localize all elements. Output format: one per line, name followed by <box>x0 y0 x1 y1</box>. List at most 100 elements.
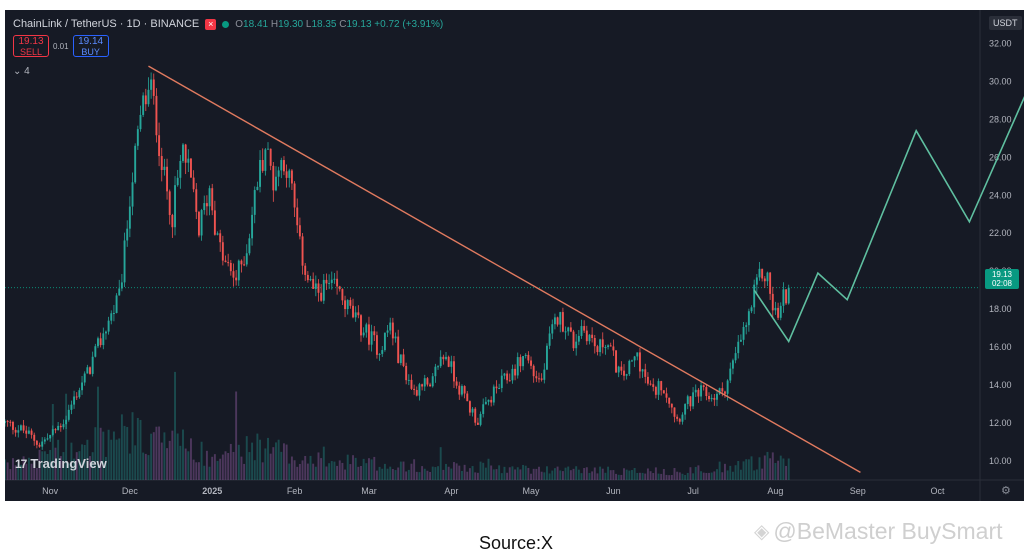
candle-body <box>686 396 689 405</box>
volume-bar <box>697 465 700 480</box>
sell-button[interactable]: 19.13 SELL <box>13 35 49 57</box>
candle-body <box>155 95 158 136</box>
candle-body <box>115 295 118 313</box>
candle-body <box>304 265 307 275</box>
volume-bar <box>458 465 461 480</box>
candle-body <box>328 282 331 284</box>
candle-body <box>750 307 753 312</box>
candle-body <box>567 327 570 332</box>
candle-body <box>269 148 272 166</box>
volume-bar <box>692 473 695 480</box>
volume-bar <box>399 461 402 480</box>
projection-path <box>753 96 1024 344</box>
candle-body <box>522 356 525 367</box>
volume-bar <box>83 444 86 480</box>
buy-button[interactable]: 19.14 BUY <box>72 35 109 57</box>
candle-body <box>248 238 251 254</box>
y-tick-label: 22.00 <box>989 228 1012 238</box>
candle-body <box>716 393 718 400</box>
symbol-title[interactable]: ChainLink / TetherUS · 1D · BINANCE <box>13 18 200 30</box>
candle-body <box>500 375 503 389</box>
indicators-toggle[interactable]: ⌄ 4 <box>13 66 30 77</box>
volume-bar <box>604 472 607 480</box>
volume-bar <box>112 431 115 480</box>
volume-bar <box>6 462 9 480</box>
volume-bar <box>535 468 538 480</box>
volume-bar <box>665 474 668 480</box>
volume-bar <box>479 461 482 480</box>
volume-bar <box>275 442 277 480</box>
candle-body <box>22 425 25 431</box>
volume-bar <box>569 470 572 480</box>
y-tick-label: 14.00 <box>989 380 1012 390</box>
candle-body <box>755 277 758 285</box>
volume-bar <box>224 451 227 480</box>
candle-body <box>787 287 790 304</box>
currency-badge[interactable]: USDT <box>989 16 1022 30</box>
candle-body <box>285 171 288 178</box>
candle-body <box>463 386 466 394</box>
candle-body <box>583 326 586 331</box>
candle-body <box>758 268 761 278</box>
chart-header: ChainLink / TetherUS · 1D · BINANCE × O1… <box>13 16 443 32</box>
settings-icon[interactable]: ⚙ <box>1001 485 1011 497</box>
volume-bar <box>463 464 466 480</box>
volume-bar <box>349 464 352 480</box>
volume-bar <box>617 474 620 480</box>
volume-bar <box>240 456 243 480</box>
volume-bar <box>442 469 445 480</box>
candle-body <box>546 345 548 370</box>
candle-body <box>700 385 703 397</box>
volume-bar <box>293 460 296 480</box>
x-tick-label: Aug <box>767 486 783 496</box>
volume-bar <box>54 447 57 480</box>
candle-body <box>131 182 134 207</box>
volume-bar <box>22 456 25 480</box>
volume-bar <box>623 468 625 480</box>
candle-body <box>511 368 514 381</box>
volume-bar <box>556 466 559 480</box>
candle-body <box>134 145 137 183</box>
close-icon[interactable]: × <box>205 18 217 30</box>
volume-bar <box>30 463 33 480</box>
candle-body <box>344 300 347 310</box>
candle-body <box>43 439 46 442</box>
volume-bar <box>14 465 17 480</box>
volume-bar <box>652 473 655 480</box>
candle-body <box>713 397 716 400</box>
candle-body <box>564 331 567 333</box>
volume-bar <box>591 471 594 480</box>
candle-body <box>689 396 692 407</box>
candle-body <box>357 312 360 316</box>
candle-body <box>259 160 261 187</box>
candle-body <box>516 357 519 376</box>
volume-bar <box>777 460 780 480</box>
volume-bar <box>99 427 102 480</box>
candle-body <box>128 206 131 229</box>
candle-body <box>708 395 710 400</box>
volume-bar <box>402 461 405 480</box>
candle-body <box>458 385 461 395</box>
volume-bar <box>200 441 203 480</box>
buy-label: BUY <box>81 47 100 57</box>
volume-bar <box>668 475 671 480</box>
volume-bar <box>375 470 378 480</box>
volume-bar <box>328 463 331 480</box>
volume-bar <box>107 429 110 480</box>
candle-body <box>368 324 370 345</box>
countdown: 02:08 <box>991 279 1013 288</box>
candle-body <box>402 354 405 366</box>
volume-bar <box>453 462 455 480</box>
candle-body <box>471 408 474 413</box>
volume-bar <box>601 468 604 480</box>
candle-body <box>144 95 147 105</box>
volume-bar <box>572 468 575 480</box>
candle-body <box>439 356 442 367</box>
volume-bar <box>407 469 410 480</box>
y-tick-label: 16.00 <box>989 342 1012 352</box>
volume-bar <box>192 459 195 480</box>
candle-body <box>474 408 477 423</box>
volume-bar <box>5 459 6 480</box>
volume-bar <box>628 470 631 480</box>
volume-bar <box>182 429 184 480</box>
